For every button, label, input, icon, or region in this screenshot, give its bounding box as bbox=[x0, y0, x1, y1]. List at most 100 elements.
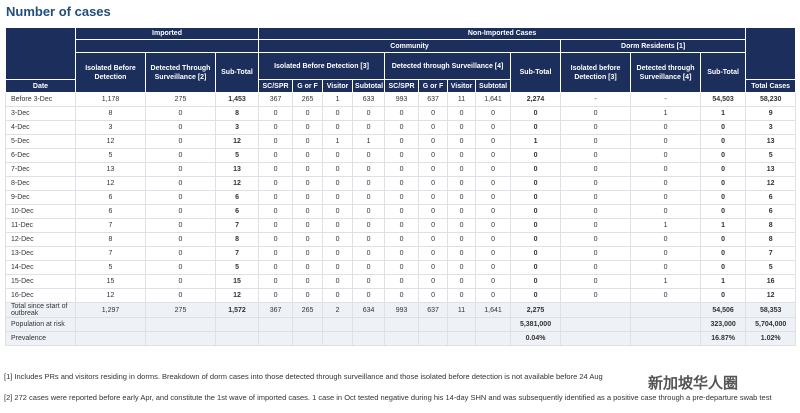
cell: 1 bbox=[700, 274, 747, 289]
cell: 0 bbox=[700, 134, 747, 149]
cell: 0 bbox=[700, 176, 747, 191]
cell: 367 bbox=[258, 302, 294, 318]
table-row: 12-Dec 8 0 8 0 0 0 0 0 0 0 0 0 0 0 0 8 bbox=[5, 232, 797, 247]
cell: 0 bbox=[322, 120, 354, 135]
cell: 1 bbox=[630, 106, 702, 121]
subheader: Isolated Before Detection [3] bbox=[258, 52, 386, 80]
cell: 0 bbox=[384, 260, 420, 275]
cell: 12 bbox=[745, 176, 797, 191]
cell: 1 bbox=[322, 134, 354, 149]
cell: 0 bbox=[292, 260, 324, 275]
cell: 0 bbox=[292, 120, 324, 135]
cell: 7 bbox=[214, 246, 260, 261]
cell: 0 bbox=[447, 120, 477, 135]
cell: 0 bbox=[447, 190, 477, 205]
cell: 5 bbox=[214, 260, 260, 275]
cell: 0 bbox=[292, 288, 324, 303]
cell: 0 bbox=[384, 218, 420, 233]
cell: 0 bbox=[145, 176, 216, 191]
row-label: 4-Dec bbox=[5, 120, 76, 135]
group-header: Imported bbox=[74, 27, 260, 40]
row-label: Prevalence bbox=[5, 331, 76, 346]
cell: 0 bbox=[475, 218, 512, 233]
cell: 0 bbox=[447, 204, 477, 219]
cell: 0 bbox=[510, 106, 562, 121]
cell: 0 bbox=[475, 134, 512, 149]
row-label: 7-Dec bbox=[5, 162, 76, 177]
cell: 0 bbox=[700, 246, 747, 261]
cell: 0 bbox=[560, 162, 632, 177]
cell: 0 bbox=[384, 120, 420, 135]
column-header: G or F bbox=[418, 79, 449, 93]
cell: 0 bbox=[510, 218, 562, 233]
cell: 0 bbox=[258, 120, 294, 135]
cell: 8 bbox=[214, 232, 260, 247]
cell: 13 bbox=[745, 162, 797, 177]
cell: 0 bbox=[560, 246, 632, 261]
cell: 0 bbox=[447, 246, 477, 261]
cell: 0 bbox=[352, 106, 386, 121]
row-label: 12-Dec bbox=[5, 232, 76, 247]
cell: 6 bbox=[75, 204, 146, 219]
cell: 0 bbox=[447, 260, 477, 275]
empty-cell bbox=[418, 317, 449, 332]
cell: 0 bbox=[352, 232, 386, 247]
cell: 0 bbox=[447, 134, 477, 149]
cell: 0 bbox=[352, 204, 386, 219]
header-blank bbox=[5, 27, 76, 80]
cell: 1,297 bbox=[75, 302, 146, 318]
cell: 0 bbox=[384, 246, 420, 261]
cell: 0 bbox=[700, 162, 747, 177]
cell: 0 bbox=[258, 246, 294, 261]
title: Number of cases bbox=[6, 4, 111, 19]
cell: 15 bbox=[75, 274, 146, 289]
cell: 0 bbox=[560, 260, 632, 275]
table-row: 5-Dec 12 0 12 0 0 1 1 0 0 0 0 1 0 0 0 13 bbox=[5, 134, 797, 149]
cell: - bbox=[630, 92, 702, 107]
group-header: Community bbox=[258, 39, 562, 53]
footnote: [1] Includes PRs and visitors residing i… bbox=[4, 372, 603, 381]
cell: 0 bbox=[145, 190, 216, 205]
cell: 0 bbox=[258, 162, 294, 177]
cell: 16.87% bbox=[700, 331, 747, 346]
cell: 0 bbox=[700, 204, 747, 219]
cell: 0 bbox=[352, 274, 386, 289]
cell: 0 bbox=[510, 288, 562, 303]
cell: 8 bbox=[745, 218, 797, 233]
cell: 11 bbox=[447, 302, 477, 318]
row-label: 15-Dec bbox=[5, 274, 76, 289]
cell: 0 bbox=[352, 246, 386, 261]
cell: 0.04% bbox=[510, 331, 562, 346]
empty-cell bbox=[75, 317, 146, 332]
row-label: 16-Dec bbox=[5, 288, 76, 303]
cell: 0 bbox=[475, 148, 512, 163]
cell: 5 bbox=[75, 148, 146, 163]
table-row: 4-Dec 3 0 3 0 0 0 0 0 0 0 0 0 0 0 0 3 bbox=[5, 120, 797, 135]
cell: 54,506 bbox=[700, 302, 747, 318]
cell: 0 bbox=[292, 162, 324, 177]
cell: 265 bbox=[292, 302, 324, 318]
table-row: Population at risk 5,381,000 323,000 5,704,… bbox=[5, 317, 797, 332]
cell: 0 bbox=[510, 246, 562, 261]
cell: 2,274 bbox=[510, 92, 562, 107]
empty-cell bbox=[352, 331, 386, 346]
cell: 16 bbox=[745, 274, 797, 289]
table-row: Prevalence 0.04% 16.87% 1.02% bbox=[5, 331, 797, 346]
cell: 12 bbox=[214, 134, 260, 149]
cell: 12 bbox=[214, 288, 260, 303]
empty-cell bbox=[145, 331, 216, 346]
cell: 0 bbox=[630, 260, 702, 275]
cell: 13 bbox=[214, 162, 260, 177]
cell: 0 bbox=[560, 106, 632, 121]
cell: 0 bbox=[475, 190, 512, 205]
table-row: 10-Dec 6 0 6 0 0 0 0 0 0 0 0 0 0 0 0 6 bbox=[5, 204, 797, 219]
cell: 0 bbox=[145, 162, 216, 177]
cell: 0 bbox=[322, 162, 354, 177]
cell: 0 bbox=[384, 232, 420, 247]
cell: 275 bbox=[145, 92, 216, 107]
cell: 0 bbox=[510, 120, 562, 135]
empty-cell bbox=[322, 331, 354, 346]
cell: 0 bbox=[475, 274, 512, 289]
cell: 0 bbox=[418, 190, 449, 205]
cell: 0 bbox=[145, 288, 216, 303]
